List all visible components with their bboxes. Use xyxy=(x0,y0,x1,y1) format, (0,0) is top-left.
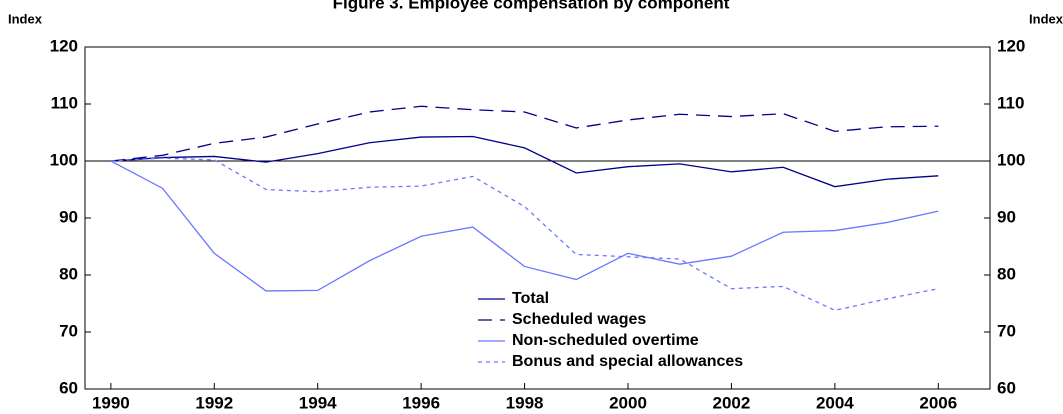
y-tick-label: 70 xyxy=(59,321,78,340)
series-line xyxy=(110,105,939,162)
x-tick-label: 2004 xyxy=(816,393,854,412)
x-tick-label: 2002 xyxy=(713,393,751,412)
y2-tick-label: 100 xyxy=(997,150,1025,169)
x-tick-label: 1994 xyxy=(299,393,337,412)
series-line xyxy=(110,135,939,188)
legend-label: Scheduled wages xyxy=(512,311,646,328)
y2-axis-label: Index xyxy=(1029,11,1063,26)
chart-title: Figure 3. Employee compensation by compo… xyxy=(333,0,730,12)
series-line xyxy=(110,160,939,292)
x-tick-label: 1990 xyxy=(92,393,130,412)
y-tick-label: 110 xyxy=(51,93,78,112)
x-tick-label: 2006 xyxy=(919,393,957,412)
x-tick-label: 2000 xyxy=(609,393,647,412)
legend-label: Non-scheduled overtime xyxy=(512,332,699,349)
y-tick-label: 120 xyxy=(50,36,78,55)
y-tick-label: 80 xyxy=(59,264,78,283)
y2-tick-label: 80 xyxy=(997,264,1016,283)
y-tick-label: 90 xyxy=(59,207,78,226)
y2-tick-label: 120 xyxy=(997,36,1025,55)
y2-tick-label: 70 xyxy=(997,321,1016,340)
legend-label: Total xyxy=(512,290,549,307)
legend-label: Bonus and special allowances xyxy=(512,353,743,370)
x-tick-label: 1998 xyxy=(506,393,544,412)
y-tick-label: 100 xyxy=(50,150,78,169)
y2-tick-label: 110 xyxy=(997,93,1024,112)
y-axis-label: Index xyxy=(8,11,43,26)
y2-tick-label: 90 xyxy=(997,207,1016,226)
x-tick-label: 1996 xyxy=(402,393,440,412)
x-tick-label: 1992 xyxy=(195,393,233,412)
y-tick-label: 60 xyxy=(59,378,78,397)
y2-tick-label: 60 xyxy=(997,378,1016,397)
series-line xyxy=(110,157,939,312)
